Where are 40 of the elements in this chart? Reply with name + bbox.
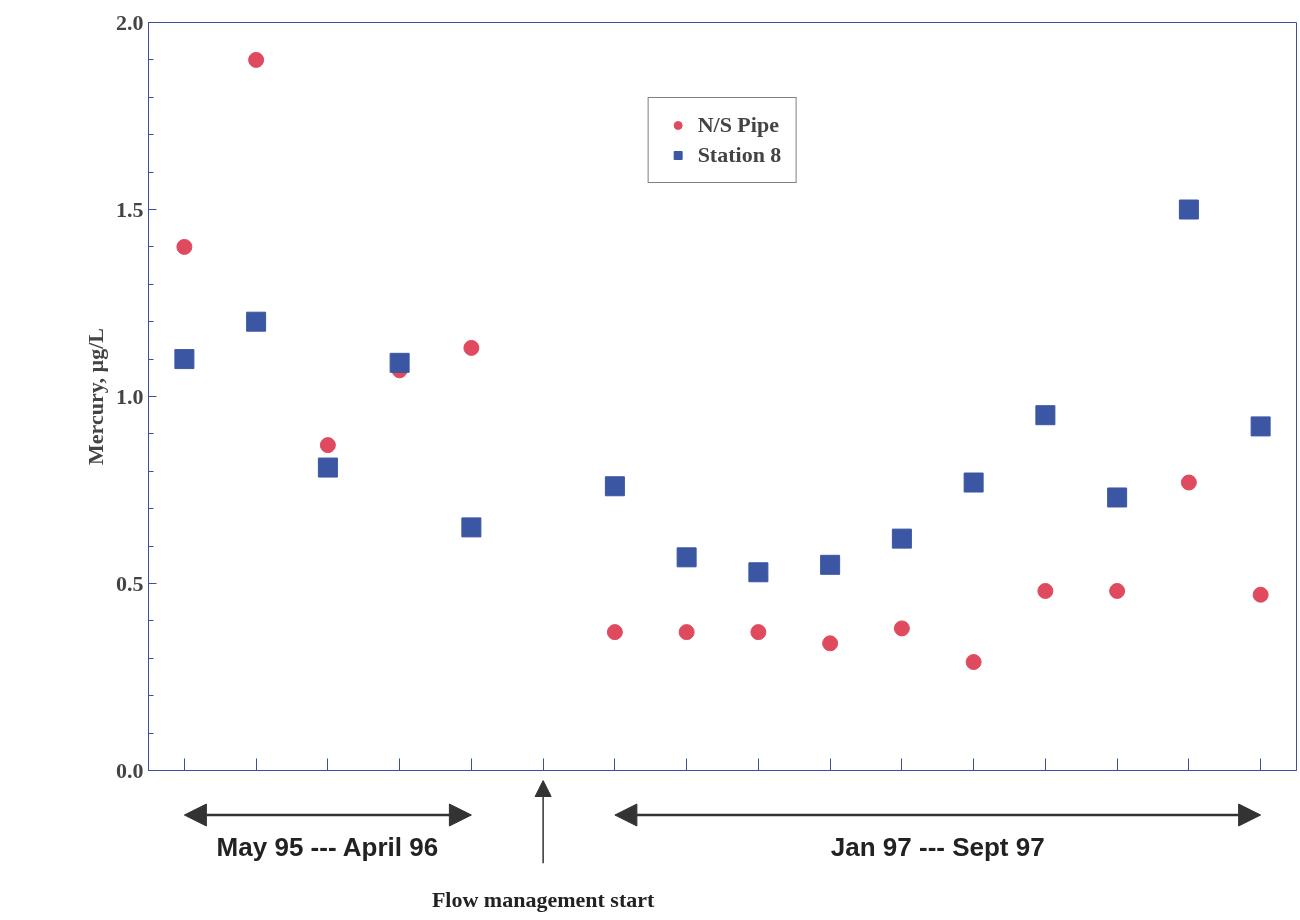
point xyxy=(461,517,482,538)
point xyxy=(965,654,982,671)
point xyxy=(606,624,623,641)
point xyxy=(246,311,267,332)
point xyxy=(463,339,480,356)
point xyxy=(1250,416,1271,437)
point xyxy=(750,624,767,641)
point xyxy=(1178,199,1199,220)
legend-label: N/S Pipe xyxy=(697,112,779,138)
point xyxy=(1037,582,1054,599)
point xyxy=(1109,582,1126,599)
point xyxy=(1107,487,1128,508)
point xyxy=(176,238,193,255)
point xyxy=(893,620,910,637)
point xyxy=(1180,474,1197,491)
point xyxy=(678,624,695,641)
y-tick-label: 0.5 xyxy=(116,570,144,596)
legend-label: Station 8 xyxy=(697,142,782,168)
y-tick-label: 2.0 xyxy=(116,9,144,35)
point xyxy=(676,547,697,568)
y-tick-label: 0.0 xyxy=(116,757,144,783)
text: Jan 97 --- Sept 97 xyxy=(830,831,1045,862)
y-axis-title: Mercury, µg/L xyxy=(83,328,108,465)
point xyxy=(248,51,265,68)
text: Flow management start xyxy=(431,886,655,912)
point xyxy=(963,472,984,493)
point xyxy=(748,562,769,583)
text: May 95 --- April 96 xyxy=(216,831,439,862)
point xyxy=(1252,586,1269,603)
point xyxy=(822,635,839,652)
point xyxy=(891,528,912,549)
point xyxy=(389,352,410,373)
point xyxy=(319,437,336,454)
point xyxy=(604,476,625,497)
point xyxy=(174,349,195,370)
y-tick-label: 1.5 xyxy=(116,196,144,222)
point xyxy=(1035,405,1056,426)
point xyxy=(820,554,841,575)
point xyxy=(317,457,338,478)
y-tick-label: 1.0 xyxy=(116,383,144,409)
